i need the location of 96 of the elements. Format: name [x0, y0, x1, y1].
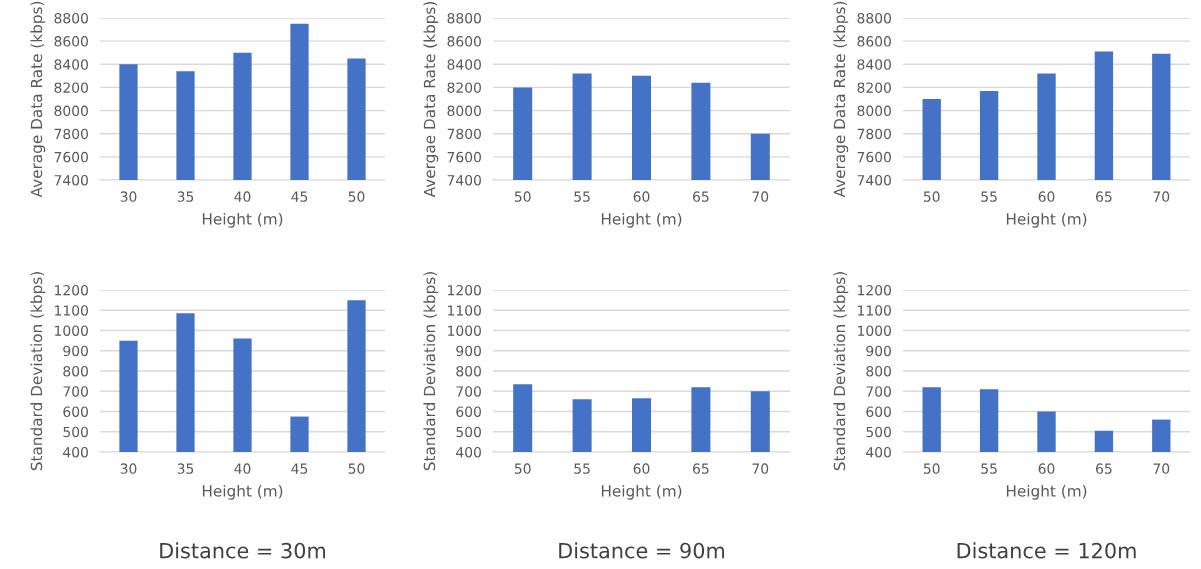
y-tick-label: 7400	[447, 174, 481, 186]
x-tick-label: 65	[693, 463, 709, 474]
y-axis-title: Standard Deviation (kbps)	[30, 272, 46, 471]
y-tick-label: 8400	[54, 59, 88, 70]
y-tick-label: 1100	[55, 305, 88, 316]
y-tick-label: 700	[456, 386, 481, 397]
x-tick-label: 50	[514, 191, 531, 202]
y-tick-label: 600	[456, 406, 481, 417]
x-tick-label: 65	[1096, 463, 1112, 474]
x-axis-title: Height (m)	[202, 484, 283, 500]
x-tick-label: 45	[291, 463, 308, 474]
y-axis-title: Avergae Data Rate (kbps)	[423, 1, 439, 198]
x-tick-label: 65	[693, 191, 709, 202]
y-tick-label: 500	[63, 426, 88, 438]
y-tick-label: 400	[63, 446, 88, 458]
x-axis-title: Height (m)	[202, 212, 283, 228]
y-tick-label: 1200	[55, 284, 88, 296]
y-tick-label: 7800	[447, 128, 481, 140]
y-tick-label: 1000	[858, 325, 891, 336]
x-tick-label: 65	[1096, 191, 1112, 202]
x-tick-label: 40	[234, 463, 251, 474]
y-axis-title: Standard Deviation (kbps)	[833, 272, 849, 471]
y-tick-label: 8600	[447, 36, 481, 47]
x-tick-label: 30	[120, 463, 137, 474]
y-tick-label: 800	[866, 365, 891, 377]
y-tick-label: 8200	[447, 82, 481, 93]
x-tick-label: 50	[514, 463, 531, 474]
x-tick-label: 50	[923, 463, 940, 474]
x-axis-title: Height (m)	[1006, 212, 1087, 228]
y-tick-label: 7400	[857, 174, 891, 186]
y-tick-label: 7600	[54, 151, 88, 163]
y-tick-label: 7800	[857, 128, 891, 140]
x-tick-label: 35	[177, 463, 194, 474]
y-tick-label: 8400	[857, 59, 891, 70]
y-axis-title: Average Data Rate (kbps)	[833, 1, 849, 198]
x-tick-label: 60	[633, 191, 650, 202]
y-tick-label: 900	[63, 345, 88, 357]
y-tick-label: 7400	[54, 174, 88, 186]
y-tick-label: 1000	[448, 325, 481, 336]
y-tick-label: 8200	[857, 82, 891, 93]
x-tick-label: 70	[1153, 191, 1170, 202]
x-tick-label: 50	[923, 191, 940, 202]
y-tick-label: 8800	[857, 12, 891, 24]
x-tick-label: 50	[348, 463, 365, 474]
x-tick-label: 55	[574, 463, 590, 474]
y-tick-label: 8400	[447, 59, 481, 70]
y-tick-label: 400	[456, 446, 481, 458]
x-tick-label: 60	[1038, 463, 1055, 474]
text: Distance = 30m	[160, 542, 326, 559]
y-tick-label: 7800	[54, 128, 88, 140]
x-tick-label: 70	[752, 191, 769, 202]
y-tick-label: 500	[866, 426, 891, 438]
y-tick-label: 900	[866, 345, 891, 357]
x-tick-label: 55	[574, 191, 590, 202]
text: Distance = 90m	[559, 542, 725, 559]
x-axis-title: Height (m)	[601, 484, 682, 500]
x-axis-title: Height (m)	[601, 212, 682, 228]
y-axis-title: Average Data Rate (kbps)	[30, 1, 46, 198]
y-tick-label: 700	[63, 386, 88, 397]
y-tick-label: 8000	[447, 105, 481, 117]
x-tick-label: 40	[234, 191, 251, 202]
y-axis-title: Standard Deviation (kbps)	[423, 272, 439, 471]
y-tick-label: 800	[456, 365, 481, 377]
x-axis-title: Height (m)	[1006, 484, 1087, 500]
text: Distance = 120m	[957, 542, 1136, 559]
y-tick-label: 400	[866, 446, 891, 458]
y-tick-label: 7600	[857, 151, 891, 163]
y-tick-label: 8600	[54, 36, 88, 47]
x-tick-label: 30	[120, 191, 137, 202]
x-tick-label: 50	[348, 191, 365, 202]
y-tick-label: 7600	[447, 151, 481, 163]
y-tick-label: 8000	[54, 105, 88, 117]
x-tick-label: 60	[1038, 191, 1055, 202]
y-tick-label: 1200	[448, 284, 481, 296]
y-tick-label: 8800	[447, 12, 481, 24]
y-tick-label: 8800	[54, 12, 88, 24]
y-tick-label: 1000	[55, 325, 88, 336]
x-tick-label: 70	[1153, 463, 1170, 474]
x-tick-label: 45	[291, 191, 308, 202]
y-tick-label: 500	[456, 426, 481, 438]
y-tick-label: 1200	[858, 284, 891, 296]
y-tick-label: 700	[866, 386, 891, 397]
y-tick-label: 1100	[448, 305, 481, 316]
y-tick-label: 8200	[54, 82, 88, 93]
x-tick-label: 55	[981, 463, 997, 474]
x-tick-label: 60	[633, 463, 650, 474]
y-tick-label: 600	[866, 406, 891, 417]
y-tick-label: 800	[63, 365, 88, 377]
x-tick-label: 55	[981, 191, 997, 202]
y-tick-label: 8000	[857, 105, 891, 117]
y-tick-label: 1100	[858, 305, 891, 316]
y-tick-label: 900	[456, 345, 481, 357]
y-tick-label: 600	[63, 406, 88, 417]
x-tick-label: 70	[752, 463, 769, 474]
x-tick-label: 35	[177, 191, 194, 202]
y-tick-label: 8600	[857, 36, 891, 47]
